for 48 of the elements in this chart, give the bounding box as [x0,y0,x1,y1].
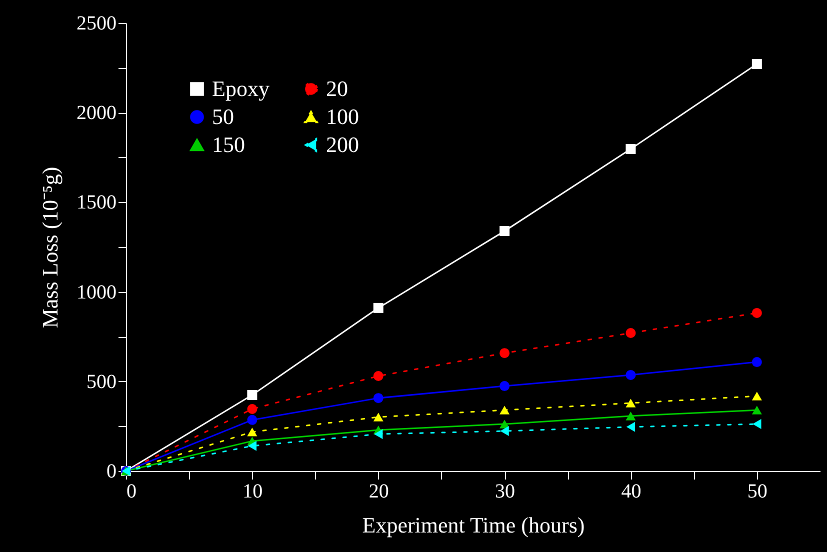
point [752,59,762,70]
point [500,226,510,236]
y-tick-label: 0 [106,460,116,482]
point [500,420,510,428]
point [248,440,257,451]
y-tick-label: 2500 [76,12,116,34]
point [373,412,384,422]
point [626,144,636,154]
point [374,429,383,440]
x-tick-label: 30 [495,480,516,502]
point [626,412,636,420]
y-tick-label: 500 [86,370,116,393]
point [752,308,762,318]
point [500,406,510,414]
point [247,428,258,436]
y-tick-label: 2000 [76,102,116,124]
point [626,370,636,380]
point [247,414,258,425]
point [500,348,510,358]
point [626,398,636,408]
point [247,404,258,414]
point [752,357,762,368]
point [626,422,636,432]
point [500,426,509,436]
point [373,393,384,404]
legend-label: 100 [326,104,359,129]
point [752,392,762,400]
point [752,406,762,414]
x-tick-label: 10 [242,480,263,502]
x-tick-label: 50 [747,480,768,502]
x-tick-label: 0 [126,480,136,502]
point [373,302,384,313]
legend-label: 200 [326,132,359,157]
point [500,381,510,392]
x-tick-label: 40 [621,480,642,502]
point [752,419,762,430]
point [373,371,384,382]
legend-label: Epoxy [212,76,270,101]
point [626,328,636,338]
x-tick-label: 20 [368,480,389,502]
point [247,390,258,400]
legend-label: 50 [212,104,234,129]
legend-label: 20 [326,76,348,101]
legend-label: 150 [212,132,245,157]
y-tick-label: 1500 [76,192,116,214]
y-axis-title: Mass Loss (10⁻⁵g) [38,166,62,328]
y-tick-label: 1000 [76,281,116,304]
x-axis-title: Experiment Time (hours) [362,512,585,538]
